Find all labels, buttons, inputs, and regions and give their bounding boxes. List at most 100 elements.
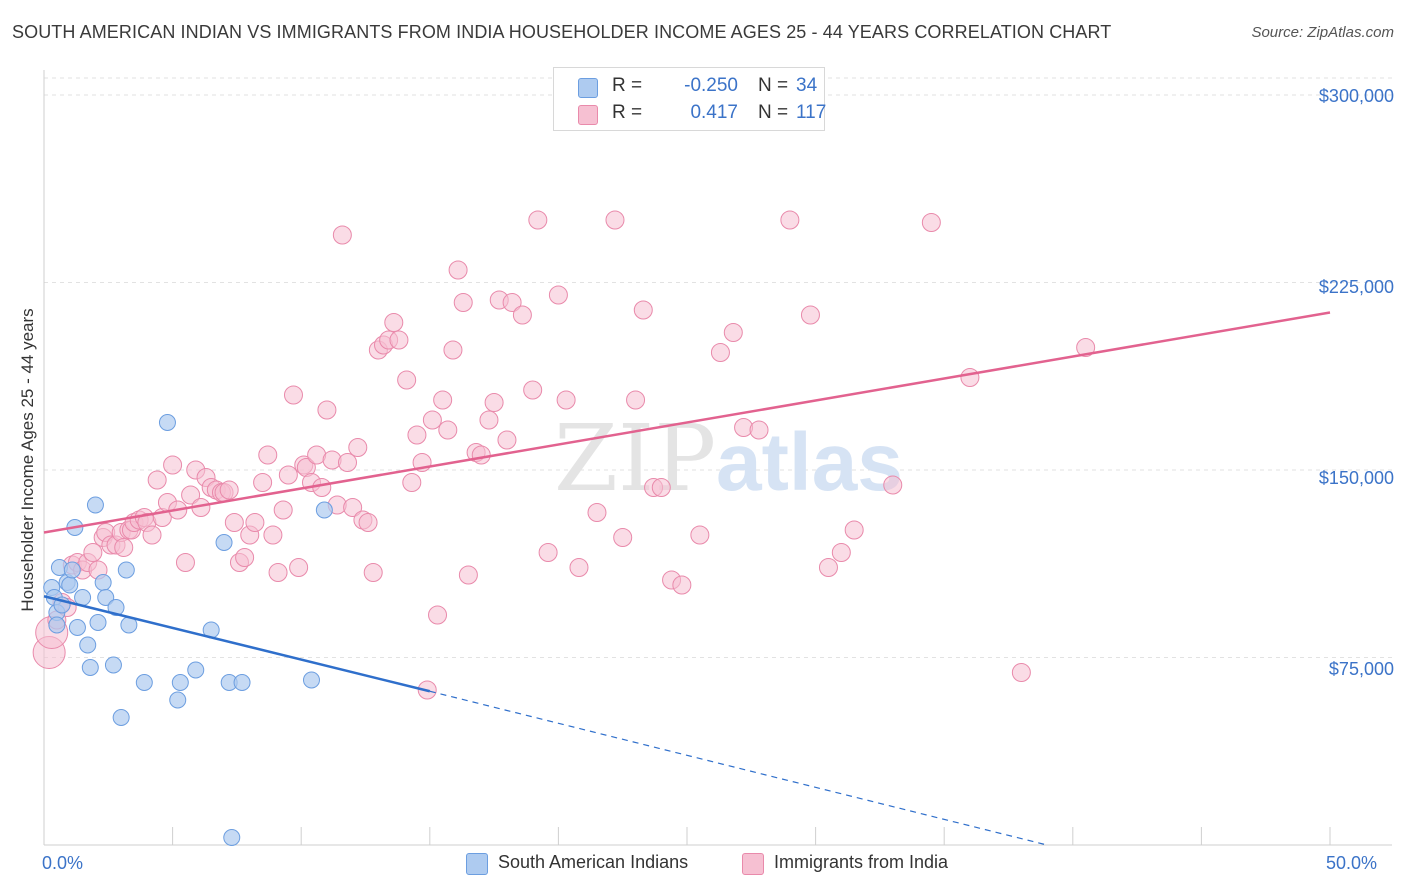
legend-n-label: N = <box>758 75 789 96</box>
x-tick-label-max: 50.0% <box>1326 853 1378 873</box>
india-point <box>235 548 255 567</box>
trend-lines <box>43 311 1331 846</box>
sai-point <box>97 589 115 606</box>
india-point <box>818 558 838 577</box>
y-axis-title: Householder Income Ages 25 - 44 years <box>18 308 37 612</box>
sai-point <box>86 496 104 514</box>
india-point <box>278 465 298 485</box>
india-point <box>443 340 463 360</box>
sai-points <box>43 414 333 846</box>
india-point <box>626 390 646 410</box>
sai-point <box>302 671 320 689</box>
sai-trend-extension <box>429 690 1048 846</box>
india-point <box>337 453 357 472</box>
legend-swatch-sai <box>578 78 598 98</box>
india-point <box>569 558 589 577</box>
india-point <box>1076 338 1096 357</box>
sai-point <box>233 674 251 691</box>
sai-point <box>61 576 79 594</box>
india-point <box>312 478 332 497</box>
india-point <box>453 293 473 312</box>
india-point <box>960 368 980 387</box>
india-point <box>219 480 239 500</box>
sai-point <box>169 691 187 709</box>
india-point <box>528 210 548 230</box>
india-point <box>332 225 352 245</box>
legend-r-value: -0.250 <box>684 75 738 96</box>
sai-point <box>158 414 176 431</box>
india-point <box>883 475 903 495</box>
india-point <box>523 380 543 400</box>
india-point <box>175 553 195 572</box>
stats-legend: R = -0.250 N = 34 R = 0.417 N = 117 <box>553 67 827 131</box>
india-point <box>548 285 568 305</box>
india-point <box>433 390 453 410</box>
india-point <box>283 385 303 405</box>
india-point <box>348 438 368 457</box>
india-trend-line <box>43 311 1331 534</box>
india-point <box>605 210 625 230</box>
india-point <box>273 500 293 520</box>
india-point <box>114 538 134 557</box>
sai-point <box>215 534 233 551</box>
india-point <box>458 565 478 585</box>
sai-point <box>81 659 99 676</box>
india-point <box>1011 663 1031 682</box>
legend-n-value: 34 <box>796 75 818 96</box>
sai-point <box>94 574 112 591</box>
india-point <box>538 543 558 562</box>
sai-point <box>89 614 107 631</box>
sai-point <box>135 674 153 691</box>
india-point <box>690 525 710 545</box>
india-point <box>502 293 522 312</box>
india-point <box>389 330 409 350</box>
india-point <box>613 528 633 547</box>
india-point <box>181 485 201 505</box>
legend-n-value: 117 <box>796 102 827 123</box>
india-point <box>428 605 448 625</box>
india-point <box>224 513 244 532</box>
india-points <box>32 210 1096 700</box>
x-tick-label-min: 0.0% <box>42 853 84 873</box>
sai-point <box>63 561 81 579</box>
india-point <box>253 473 273 492</box>
india-point <box>258 445 278 465</box>
y-tick-label-75k: $75,000 <box>1328 659 1394 679</box>
india-point <box>343 498 363 517</box>
india-point <box>651 478 671 497</box>
y-tick-label-150k: $150,000 <box>1318 468 1394 488</box>
india-point <box>633 300 653 320</box>
india-point <box>402 473 422 492</box>
india-point <box>512 305 532 325</box>
india-point <box>800 305 820 325</box>
india-point <box>142 525 162 545</box>
india-point <box>672 575 692 595</box>
india-point <box>289 558 309 577</box>
india-point <box>831 543 851 562</box>
series-label-sai: South American Indians <box>498 852 689 872</box>
legend-r-label: R = <box>612 102 643 123</box>
india-point <box>497 430 517 450</box>
sai-point <box>112 709 130 726</box>
sai-point <box>68 619 86 636</box>
y-axis-title-wrap: Householder Income Ages 25 - 44 years <box>8 270 48 650</box>
india-point <box>83 543 103 562</box>
sai-point <box>117 561 135 579</box>
legend-n-label: N = <box>758 102 789 123</box>
india-point <box>556 390 576 410</box>
india-point <box>422 410 442 430</box>
series-label-india: Immigrants from India <box>774 852 949 872</box>
legend-r-value: 0.417 <box>690 102 738 123</box>
india-point <box>438 420 458 440</box>
india-point <box>723 323 743 342</box>
india-point <box>363 563 383 582</box>
india-point <box>479 410 499 430</box>
india-point <box>484 393 504 412</box>
watermark: ZIP atlas <box>554 405 903 512</box>
sai-point <box>315 501 333 519</box>
legend-swatch-india <box>578 105 598 125</box>
india-point <box>268 563 288 582</box>
sai-point <box>79 636 97 654</box>
india-point <box>147 470 167 490</box>
